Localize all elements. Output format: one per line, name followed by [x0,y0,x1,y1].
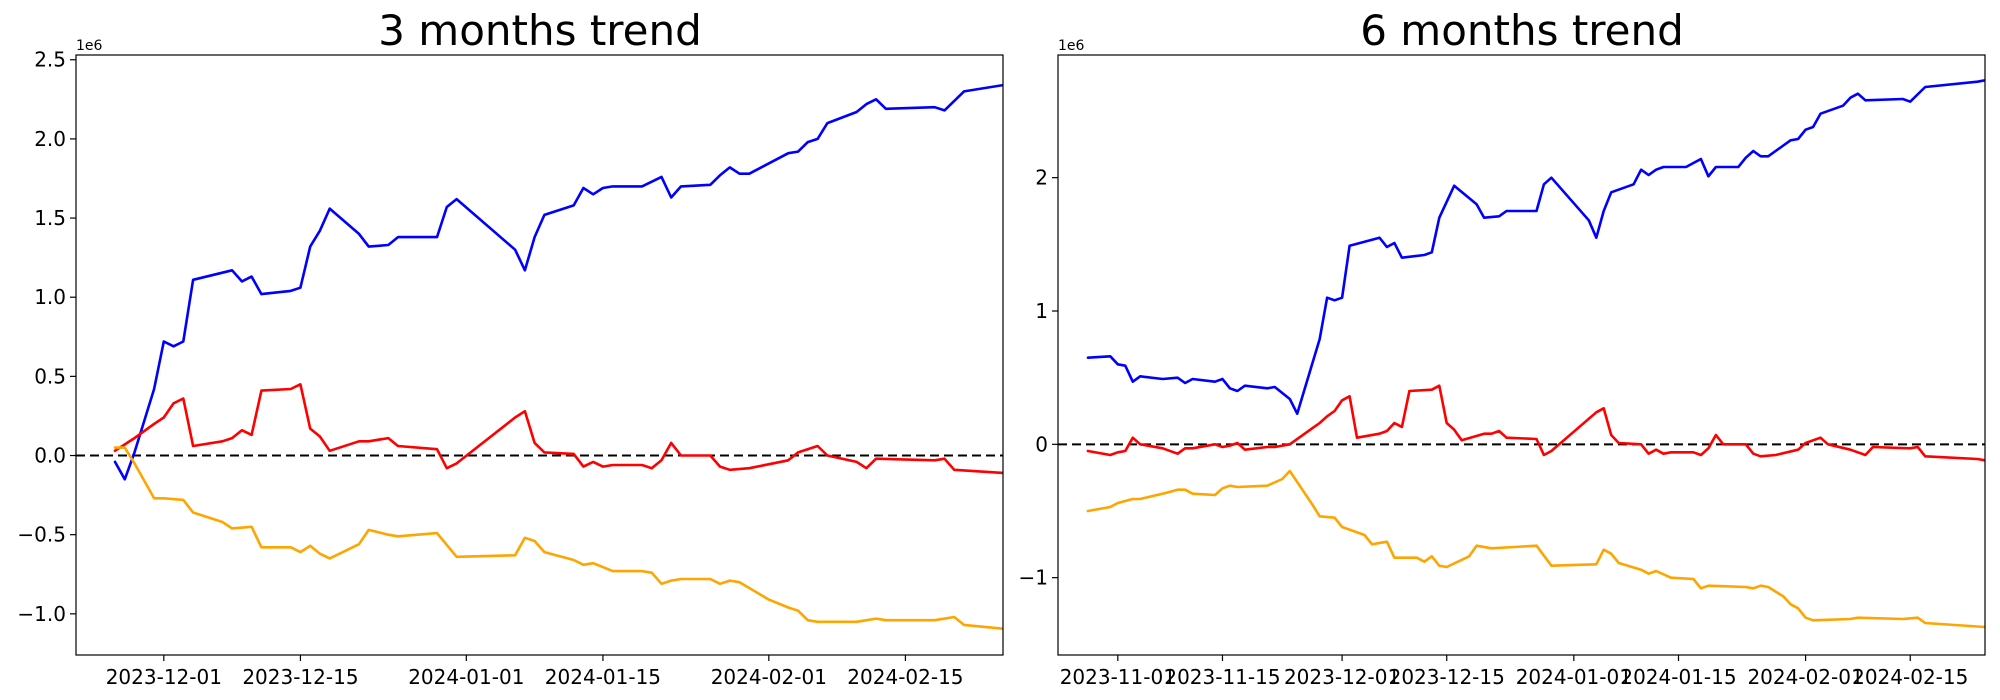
x-tick-label: 2024-02-15 [1852,665,1968,689]
y-tick-label: −1.0 [17,602,66,626]
chart-title: 3 months trend [378,6,702,55]
x-tick-label: 2023-12-01 [106,665,222,689]
y-axis-offset-label: 1e6 [1058,38,1085,54]
series-line-2 [1086,469,1985,629]
x-tick-label: 2024-01-01 [1516,665,1632,689]
x-tick-label: 2024-01-15 [1620,665,1736,689]
y-axis-offset-label: 1e6 [76,38,103,54]
series-line-0 [113,83,1003,481]
x-tick-label: 2024-02-01 [711,665,827,689]
x-tick-label: 2023-11-15 [1164,665,1280,689]
axes-frame [75,54,1004,656]
x-tick-label: 2024-01-15 [545,665,661,689]
x-tick-label: 2023-12-15 [242,665,358,689]
y-tick-label: 2.0 [34,127,66,151]
x-tick-label: 2023-11-01 [1060,665,1176,689]
y-tick-label: 1.5 [34,206,66,230]
y-tick-label: 1 [1035,299,1048,323]
series-line-1 [1086,384,1985,462]
x-tick-label: 2023-12-15 [1389,665,1505,689]
series-line-0 [1086,79,1985,416]
series-group [1086,79,1985,629]
series-group [113,83,1003,631]
y-tick-label: 0 [1035,432,1048,456]
y-tick-label: −0.5 [17,523,66,547]
y-tick-label: 2 [1035,166,1048,190]
series-line-1 [113,382,1003,475]
y-tick-label: −1 [1019,566,1048,590]
x-tick-label: 2024-02-01 [1747,665,1863,689]
plot-area: 2023-12-01 2023-12-15 2024-01-01 2024-01-15… [17,48,1004,689]
y-tick-label: 0.0 [34,444,66,468]
y-tick-label: 2.5 [34,48,66,72]
chart-3-months: 3 months trend 1e6 2023-12-01 2023-12-15 2… [17,6,1004,689]
axes-frame [1057,54,1986,656]
series-line-2 [113,446,1003,631]
x-tick-label: 2023-12-01 [1284,665,1400,689]
chart-title: 6 months trend [1360,6,1684,55]
y-tick-label: 1.0 [34,285,66,309]
y-tick-label: 0.5 [34,364,66,388]
x-tick-label: 2024-01-01 [408,665,524,689]
x-tick-label: 2024-02-15 [847,665,963,689]
